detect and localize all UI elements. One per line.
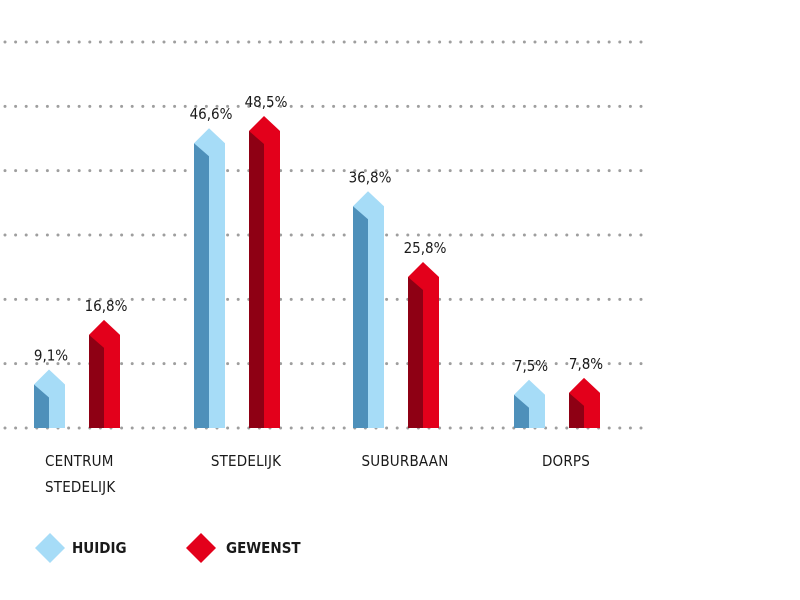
value-label-gewenst-1: 48,5% <box>245 93 288 111</box>
bar-side-gewenst-3 <box>569 392 584 428</box>
category-label-0: STEDELIJK <box>45 478 116 496</box>
legend-swatch-gewenst <box>186 533 216 563</box>
category-labels: CENTRUM STEDELIJK STEDELIJK SUBURBAAN DORPS <box>45 452 590 496</box>
bar-side-huidig-1 <box>194 143 209 428</box>
value-label-gewenst-2: 25,8% <box>404 239 447 257</box>
value-label-huidig-0: 9,1% <box>34 346 68 364</box>
legend-label-gewenst: GEWENST <box>226 539 301 557</box>
bar-side-gewenst-1 <box>249 130 264 428</box>
bar-side-gewenst-0 <box>89 334 104 428</box>
category-label-3: DORPS <box>542 452 590 470</box>
bar-side-huidig-3 <box>514 394 529 428</box>
value-label-gewenst-0: 16,8% <box>85 297 128 315</box>
value-label-huidig-1: 46,6% <box>190 105 233 123</box>
value-label-gewenst-3: 7,8% <box>569 355 603 373</box>
category-label-0: CENTRUM <box>45 452 114 470</box>
bar-side-gewenst-2 <box>408 277 423 428</box>
category-label-2: SUBURBAAN <box>362 452 449 470</box>
value-label-huidig-3: 7,5% <box>514 357 548 375</box>
value-labels: 9,1% 16,8% 46,6% 48,5% 36,8% 25,8% 7,5% 7,8% <box>34 93 603 375</box>
bars-group <box>34 115 600 428</box>
value-label-huidig-2: 36,8% <box>349 168 392 186</box>
legend-swatch-huidig <box>35 533 65 563</box>
legend: HUIDIG GEWENST <box>35 533 301 563</box>
category-label-1: STEDELIJK <box>211 452 282 470</box>
bar-side-huidig-2 <box>353 206 368 428</box>
bar-side-huidig-0 <box>34 384 49 428</box>
legend-label-huidig: HUIDIG <box>72 539 127 557</box>
